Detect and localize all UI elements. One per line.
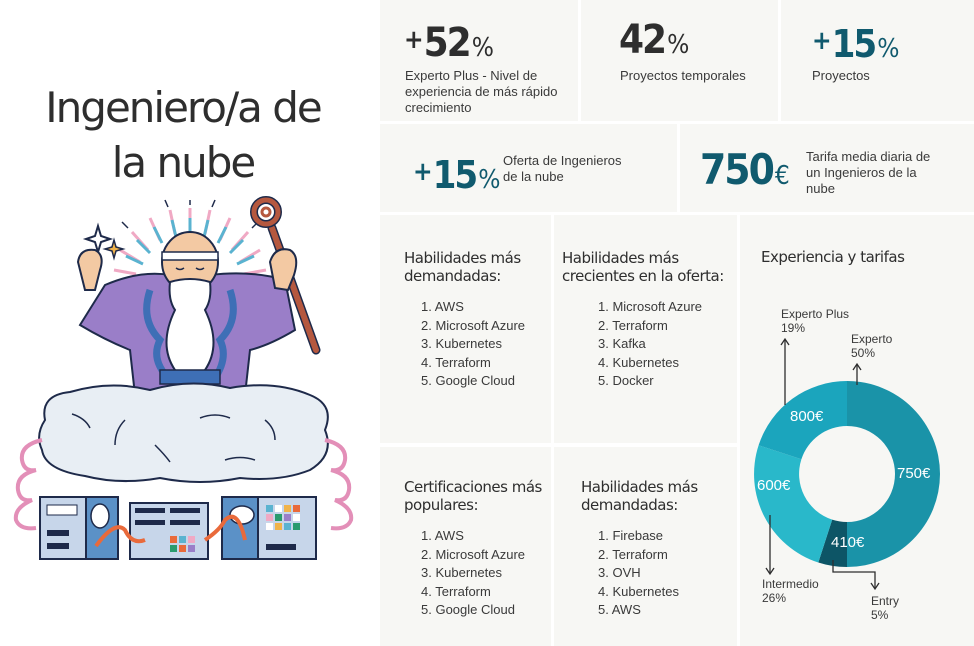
list-item: 1. Microsoft Azure — [598, 299, 703, 314]
stat-label: Experto Plus - Nivel de experiencia de m… — [405, 68, 558, 115]
stat-prefix: + — [413, 157, 433, 187]
stats-grid: +52% Experto Plus - Nivel de experiencia… — [380, 0, 974, 646]
title-line-2: la nube — [111, 138, 257, 187]
arrow-icon — [765, 337, 880, 591]
stat-value: +15% — [812, 21, 899, 69]
stat-unit: € — [774, 161, 790, 191]
list-item: 3. OVH — [598, 565, 641, 580]
stat-number: 750 — [700, 145, 775, 194]
skills-list: 1. Microsoft Azure 2. Terraform 3. Kafka… — [598, 298, 702, 391]
slice-experto — [847, 381, 940, 567]
stat-value: 42% — [619, 18, 689, 67]
list-card-certifications: Certificaciones más populares: 1. AWS 2.… — [380, 447, 551, 646]
stat-prefix: + — [404, 25, 424, 55]
list-title: Certificaciones más populares: — [404, 478, 542, 514]
stat-number: 42 — [619, 17, 667, 63]
chart-title: Experiencia y tarifas — [761, 248, 905, 266]
stat-unit: % — [471, 33, 494, 63]
stat-label: Oferta de Ingenieros de la nube — [503, 153, 622, 184]
label-pct: 5% — [871, 608, 889, 622]
list-card-growing-skills: Habilidades más crecientes en la oferta:… — [554, 215, 737, 443]
stat-card-daily-rate: 750€ Tarifa media diaria de un Ingeniero… — [680, 124, 974, 212]
list-title: Habilidades más demandadas: — [404, 249, 521, 285]
list-item: 1. AWS — [421, 299, 464, 314]
label-name: Entry — [871, 594, 900, 608]
stat-unit: % — [667, 30, 690, 60]
staff-icon — [250, 196, 321, 355]
rate-label-intermedio: 600€ — [757, 477, 791, 494]
title-line-1: Ingeniero/a de — [45, 83, 322, 132]
cloud-wizard-illustration — [13, 196, 354, 560]
list-item: 5. AWS — [598, 602, 641, 617]
label-entry: Entry 5% — [871, 594, 899, 622]
cable-icon — [13, 438, 354, 531]
list-item: 4. Terraform — [421, 583, 491, 599]
left-panel: Ingeniero/a de la nube — [0, 0, 380, 646]
list-item: 5. Google Cloud — [421, 602, 515, 617]
stat-card-projects: +15% Proyectos — [781, 0, 974, 121]
skills-list: 1. Firebase 2. Terraform 3. OVH 4. Kuber… — [598, 527, 679, 620]
label-intermedio: Intermedio 26% — [762, 577, 819, 605]
list-item: 5. Google Cloud — [421, 373, 515, 388]
list-item: 4. Kubernetes — [598, 354, 679, 370]
list-card-demanded-skills-2: Habilidades más demandadas: 1. Firebase … — [554, 447, 737, 646]
stat-label: Proyectos — [812, 68, 870, 83]
list-item: 3. Kafka — [598, 336, 646, 351]
list-item: 1. AWS — [421, 528, 464, 543]
rate-label-experto-plus: 800€ — [790, 408, 824, 425]
list-item: 2. Microsoft Azure — [421, 546, 526, 562]
list-item: 2. Terraform — [598, 317, 668, 333]
list-item: 1. Firebase — [598, 528, 664, 543]
list-item: 3. Kubernetes — [421, 565, 502, 580]
stat-unit: % — [877, 34, 900, 64]
label-name: Experto Plus — [781, 307, 850, 321]
stat-value: +52% — [404, 18, 494, 70]
server-console-icon — [39, 496, 317, 560]
stat-value: 750€ — [700, 148, 790, 198]
list-item: 2. Terraform — [598, 546, 668, 562]
page-title: Ingeniero/a de la nube — [0, 80, 366, 190]
label-name: Experto — [851, 332, 893, 346]
list-title: Habilidades más demandadas: — [581, 478, 698, 514]
certifications-list: 1. AWS 2. Microsoft Azure 3. Kubernetes … — [421, 527, 525, 620]
stat-number: 15 — [432, 153, 479, 197]
skills-list: 1. AWS 2. Microsoft Azure 3. Kubernetes … — [421, 298, 525, 391]
rate-label-experto: 750€ — [897, 465, 931, 482]
stat-unit: % — [478, 165, 501, 195]
slice-experto-plus — [758, 381, 847, 460]
label-experto-plus: Experto Plus 19% — [781, 307, 849, 335]
stat-card-expert-plus: +52% Experto Plus - Nivel de experiencia… — [380, 0, 578, 121]
list-title: Habilidades más crecientes en la oferta: — [562, 249, 724, 285]
label-pct: 50% — [851, 346, 876, 360]
stat-label: Tarifa media diaria de un Ingenieros de … — [806, 149, 931, 196]
slice-entry — [818, 519, 847, 568]
label-pct: 26% — [762, 591, 787, 605]
label-experto: Experto 50% — [851, 332, 892, 360]
rate-label-entry: 410€ — [831, 534, 865, 551]
sparkle-icon — [102, 237, 126, 261]
list-item: 3. Kubernetes — [421, 336, 502, 351]
stat-card-temp-projects: 42% Proyectos temporales — [581, 0, 778, 121]
stat-number: 52 — [423, 20, 472, 66]
chart-card-experience-rates: Experiencia y tarifas Experto Plus 19% E… — [740, 215, 974, 646]
donut-chart — [754, 337, 940, 591]
slice-intermedio — [754, 445, 833, 563]
stat-card-cloud-offer: +15% Oferta de Ingenieros de la nube — [380, 124, 677, 212]
stat-prefix: + — [812, 26, 832, 56]
list-card-top-skills: Habilidades más demandadas: 1. AWS 2. Mi… — [380, 215, 551, 443]
list-item: 2. Microsoft Azure — [421, 317, 526, 333]
list-item: 5. Docker — [598, 373, 654, 388]
label-pct: 19% — [781, 321, 806, 335]
stat-value: +15% — [413, 152, 500, 200]
cloud-icon — [38, 382, 329, 483]
list-item: 4. Terraform — [421, 354, 491, 370]
stat-label: Proyectos temporales — [620, 68, 746, 83]
stat-number: 15 — [831, 22, 878, 66]
list-item: 4. Kubernetes — [598, 583, 679, 599]
label-name: Intermedio — [762, 577, 819, 591]
